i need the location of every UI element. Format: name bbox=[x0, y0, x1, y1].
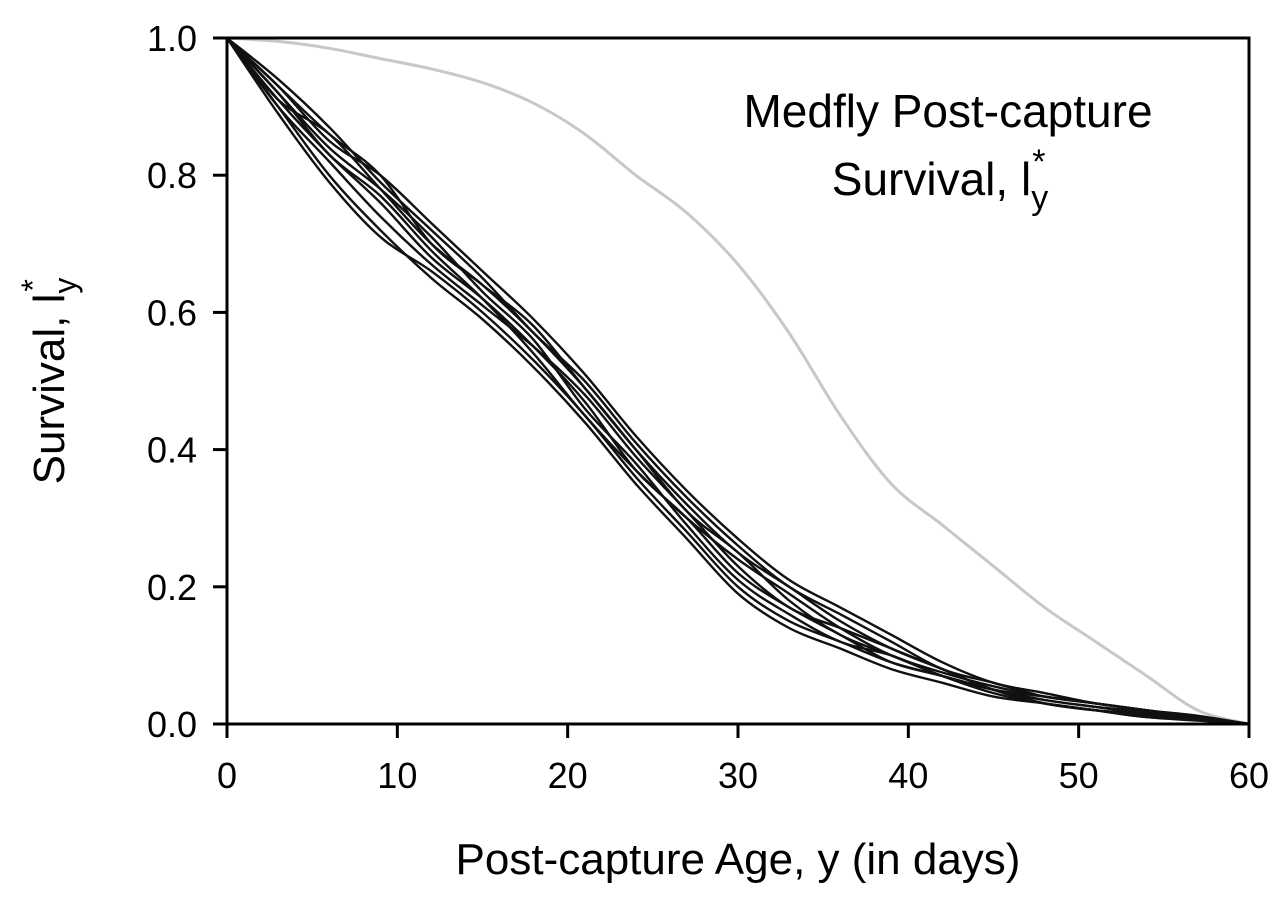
survival-curve-7 bbox=[226, 37, 1250, 726]
x-axis-title: Post-capture Age, y (in days) bbox=[456, 835, 1021, 884]
survival-curve-1 bbox=[226, 37, 1250, 726]
y-axis-title-main: Survival, l bbox=[25, 294, 74, 485]
chart-title-superscript: * bbox=[1032, 143, 1045, 181]
chart-title-line-2-main: Survival, l bbox=[832, 153, 1031, 205]
x-tick-label: 40 bbox=[888, 755, 928, 796]
x-tick-label: 30 bbox=[718, 755, 758, 796]
y-axis-title: Survival, ly* bbox=[15, 278, 83, 485]
y-tick-label: 0.0 bbox=[147, 704, 197, 745]
y-tick-label: 0.2 bbox=[147, 567, 197, 608]
survival-curve-5 bbox=[226, 37, 1250, 726]
chart-title-line-1: Medfly Post-capture bbox=[743, 85, 1152, 137]
y-axis-title-superscript: * bbox=[15, 279, 51, 291]
x-tick-label: 50 bbox=[1059, 755, 1099, 796]
y-tick-label: 0.6 bbox=[147, 292, 197, 333]
survival-curve-3 bbox=[226, 37, 1250, 726]
reference-survival-curve bbox=[226, 36, 1250, 726]
survival-curve-10 bbox=[226, 37, 1250, 726]
chart-title-line-2: Survival, ly* bbox=[832, 143, 1048, 217]
plot-frame bbox=[225, 36, 1251, 726]
survival-curve-9 bbox=[226, 37, 1250, 726]
survival-curve-2 bbox=[226, 37, 1250, 726]
x-tick-label: 0 bbox=[217, 755, 237, 796]
survival-curve-8 bbox=[226, 37, 1250, 726]
chart-title-subscript: y bbox=[1031, 179, 1048, 217]
survival-curve-6 bbox=[226, 37, 1250, 726]
y-tick-label: 0.8 bbox=[147, 155, 197, 196]
x-tick-label: 10 bbox=[377, 755, 417, 796]
x-tick-label: 20 bbox=[548, 755, 588, 796]
survival-curve-4 bbox=[226, 37, 1250, 726]
y-tick-label: 0.4 bbox=[147, 430, 197, 471]
x-tick-label: 60 bbox=[1229, 755, 1269, 796]
y-tick-label: 1.0 bbox=[147, 18, 197, 59]
tick-layer: 0 10 20 30 40 50 60 0.0 0.2 0.4 0.6 0.8 1.0 bbox=[147, 18, 1269, 796]
y-axis-title-subscript: y bbox=[47, 278, 83, 294]
series-layer bbox=[226, 36, 1250, 726]
